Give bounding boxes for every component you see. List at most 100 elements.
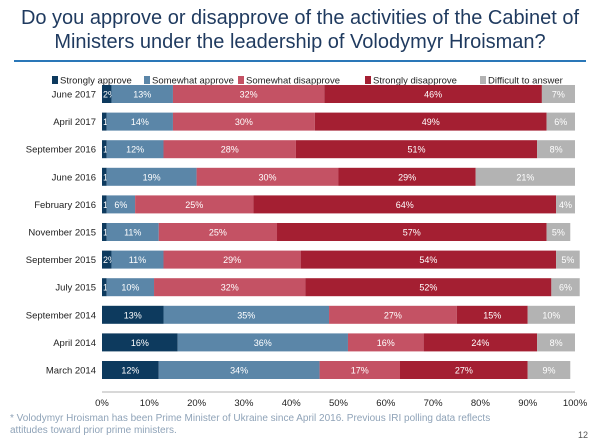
legend-label-difficult-to-answer: Difficult to answer: [488, 76, 563, 87]
data-label: 30%: [259, 172, 277, 182]
data-label: 6%: [559, 283, 572, 293]
bar-segment-difficult-to-answer: [527, 305, 575, 324]
data-label: 54%: [419, 255, 437, 265]
legend-swatch-strongly-approve: [52, 76, 58, 84]
bar-segment-strongly-disapprove: [338, 167, 476, 186]
bar-segment-somewhat-disapprove: [135, 195, 254, 214]
bar-segment-strongly-approve: [102, 140, 107, 159]
data-label: 52%: [419, 283, 437, 293]
data-label: 13%: [133, 90, 151, 100]
data-label: 27%: [455, 366, 473, 376]
data-label: 30%: [235, 117, 253, 127]
bar-segment-somewhat-approve: [106, 167, 197, 186]
data-label: 15%: [483, 310, 501, 320]
bar-segment-difficult-to-answer: [551, 278, 580, 297]
data-label: 19%: [143, 172, 161, 182]
data-label: 10%: [542, 310, 560, 320]
bar-segment-somewhat-approve: [158, 361, 320, 379]
x-tick-label: 20%: [187, 398, 207, 409]
data-label: 12%: [121, 366, 139, 376]
bar-segment-strongly-disapprove: [423, 333, 538, 352]
bar-segment-strongly-disapprove: [277, 223, 547, 241]
bar-segment-somewhat-disapprove: [172, 112, 315, 131]
data-label: 12%: [126, 145, 144, 155]
data-label: 25%: [185, 200, 203, 210]
page-number: 12: [578, 430, 589, 440]
data-label: 46%: [424, 90, 442, 100]
data-label: 8%: [550, 338, 563, 348]
bar-segment-strongly-approve: [102, 361, 159, 379]
legend-label-strongly-approve: Strongly approve: [60, 76, 132, 87]
data-label: 51%: [408, 145, 426, 155]
bar-segment-strongly-approve: [102, 223, 107, 241]
bar-segment-difficult-to-answer: [556, 250, 580, 269]
bar-segment-difficult-to-answer: [537, 140, 575, 159]
bar-segment-somewhat-disapprove: [158, 223, 278, 241]
bar-segment-strongly-disapprove: [399, 361, 528, 379]
category-label: July 2015: [55, 283, 96, 294]
bar-segment-somewhat-disapprove: [329, 305, 457, 324]
data-label: 2%: [103, 90, 116, 100]
bar-segment-somewhat-disapprove: [196, 167, 339, 186]
legend-swatch-strongly-disapprove: [365, 76, 371, 84]
x-tick-label: 90%: [518, 398, 538, 409]
bar-segment-strongly-disapprove: [300, 250, 557, 269]
bar-segment-strongly-disapprove: [305, 278, 552, 297]
data-label: 10%: [121, 283, 139, 293]
chart-title: Do you approve or disapprove of the acti…: [20, 7, 580, 53]
legend-swatch-difficult-to-answer: [480, 76, 486, 84]
category-label: February 2016: [34, 200, 96, 211]
bar-segment-strongly-approve: [102, 305, 164, 324]
data-label: 11%: [129, 255, 146, 265]
x-tick-label: 40%: [282, 398, 302, 409]
legend-swatch-somewhat-approve: [144, 76, 150, 84]
bar-segment-strongly-approve: [102, 85, 112, 103]
data-label: 25%: [209, 228, 227, 238]
data-label: 29%: [398, 172, 416, 182]
bar-segment-somewhat-disapprove: [319, 361, 400, 379]
category-label: November 2015: [28, 228, 96, 239]
bar-segment-somewhat-approve: [163, 305, 330, 324]
bar-segment-somewhat-disapprove: [163, 140, 296, 159]
bar-segment-somewhat-disapprove: [163, 250, 301, 269]
legend-label-strongly-disapprove: Strongly disapprove: [373, 76, 457, 87]
bar-segment-strongly-approve: [102, 195, 107, 214]
data-label: 16%: [377, 338, 395, 348]
title-divider: [14, 60, 586, 62]
bar-segment-somewhat-approve: [106, 140, 164, 159]
bar-segment-strongly-disapprove: [253, 195, 557, 214]
bar-segment-difficult-to-answer: [556, 195, 575, 214]
category-label: April 2014: [53, 338, 96, 349]
bar-segment-somewhat-disapprove: [154, 278, 306, 297]
category-label: April 2017: [53, 117, 96, 128]
data-label: 64%: [396, 200, 414, 210]
x-tick-label: 10%: [140, 398, 160, 409]
category-label: September 2015: [26, 255, 96, 266]
data-label: 2%: [103, 255, 116, 265]
data-label: 8%: [550, 145, 563, 155]
data-label: 5%: [552, 228, 565, 238]
bar-segment-strongly-approve: [102, 250, 112, 269]
data-label: 36%: [254, 338, 272, 348]
data-label: 35%: [237, 310, 255, 320]
bar-segment-somewhat-approve: [111, 250, 164, 269]
bar-segment-strongly-approve: [102, 112, 107, 131]
x-tick-label: 60%: [376, 398, 396, 409]
legend-swatch-somewhat-disapprove: [238, 76, 244, 84]
data-label: 17%: [351, 366, 369, 376]
category-label: September 2014: [26, 310, 96, 321]
data-label: 32%: [221, 283, 239, 293]
data-label: 13%: [124, 310, 142, 320]
data-label: 7%: [552, 90, 565, 100]
data-label: 16%: [131, 338, 149, 348]
x-tick-label: 0%: [95, 398, 109, 409]
data-label: 11%: [124, 228, 141, 238]
x-tick-label: 80%: [471, 398, 491, 409]
bar-segment-somewhat-disapprove: [172, 85, 325, 103]
data-label: 9%: [542, 366, 555, 376]
bar-segment-difficult-to-answer: [546, 223, 571, 241]
bar-segment-difficult-to-answer: [475, 167, 575, 186]
bar-segment-difficult-to-answer: [527, 361, 571, 379]
bar-segment-strongly-disapprove: [324, 85, 542, 103]
